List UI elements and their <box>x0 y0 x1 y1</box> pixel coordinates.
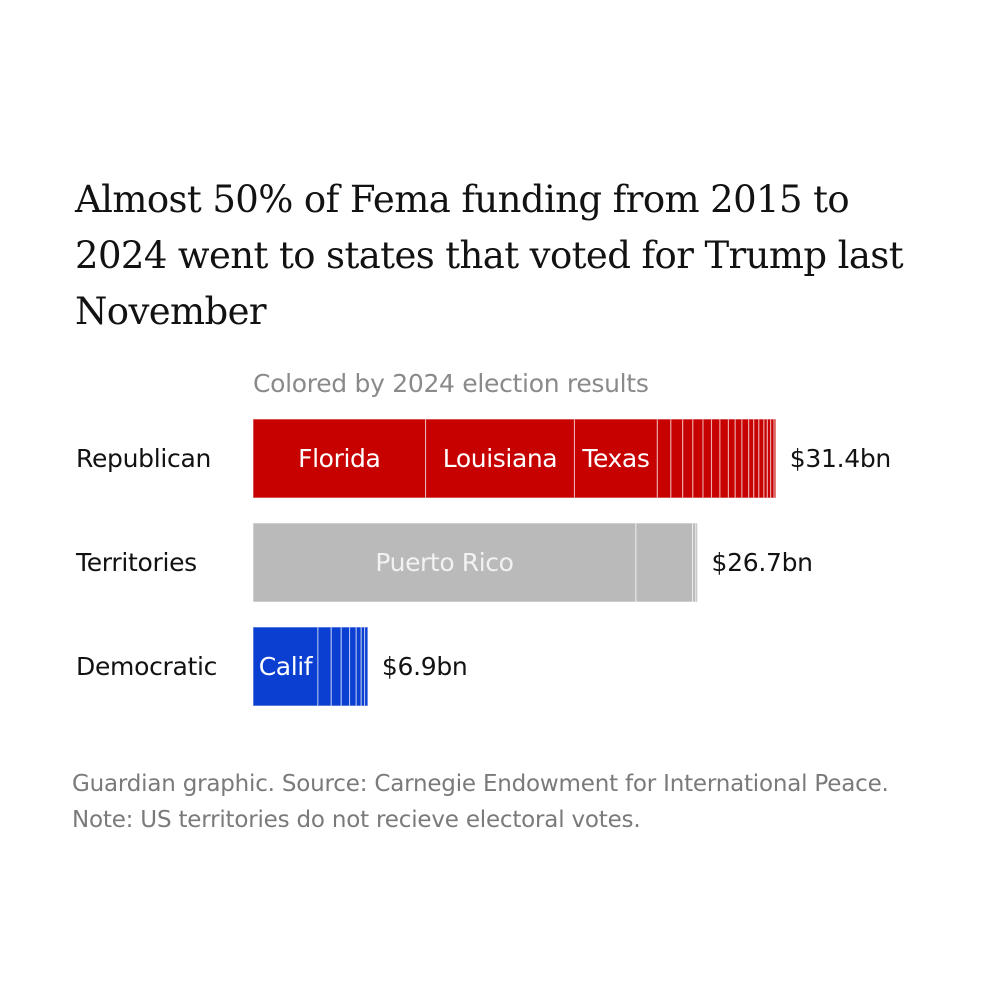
bar-segment-republican-16 <box>758 418 765 499</box>
bar-segment-democratic-4 <box>340 626 351 707</box>
bar-segment-republican-9 <box>710 418 721 499</box>
bar-segment-republican-2 <box>425 418 576 499</box>
segment-label-florida: Florida <box>298 444 380 473</box>
bar-segment-republican-6 <box>682 418 694 499</box>
bar-segment-republican-1 <box>252 418 427 499</box>
bar-segment-territories-1 <box>252 522 637 603</box>
category-label-territories: Territories <box>75 548 197 577</box>
bar-segment-republican-7 <box>692 418 704 499</box>
bar-segment-republican-3 <box>573 418 658 499</box>
segment-label-louisiana: Louisiana <box>443 444 557 473</box>
bar-segment-republican-8 <box>702 418 713 499</box>
bar-segment-democratic-2 <box>317 626 332 707</box>
chart-title: Almost 50% of Fema funding from 2015 to … <box>75 178 904 333</box>
total-label-republican: $31.4bn <box>790 444 891 473</box>
bar-segment-democratic-6 <box>355 626 362 707</box>
bar-segment-republican-5 <box>670 418 684 499</box>
bar-segment-republican-20 <box>773 418 777 499</box>
chart-source-note: Guardian graphic. Source: Carnegie Endow… <box>72 771 889 833</box>
segment-label-texas: Texas <box>581 444 649 473</box>
bar-segment-democratic-5 <box>349 626 357 707</box>
bar-segment-democratic-3 <box>330 626 342 707</box>
bar-segment-republican-12 <box>734 418 743 499</box>
bar-segment-republican-4 <box>656 418 672 499</box>
bar-segment-republican-13 <box>741 418 750 499</box>
segment-label-puerto-rico: Puerto Rico <box>375 548 513 577</box>
total-label-territories: $26.7bn <box>712 548 813 577</box>
bar-segment-democratic-8 <box>364 626 369 707</box>
chart-subtitle: Colored by 2024 election results <box>253 369 649 398</box>
segment-label-calif: Calif <box>259 652 314 681</box>
bar-segment-territories-2 <box>635 522 694 603</box>
bar-segment-republican-11 <box>727 418 736 499</box>
bar-segment-republican-15 <box>753 418 760 499</box>
bar-segment-republican-14 <box>748 418 755 499</box>
bar-segment-republican-10 <box>719 418 729 499</box>
bar-segment-territories-4 <box>695 522 699 603</box>
category-label-republican: Republican <box>76 444 211 473</box>
total-label-democratic: $6.9bn <box>382 652 468 681</box>
category-label-democratic: Democratic <box>76 652 217 681</box>
bar-segment-democratic-1 <box>252 626 319 707</box>
